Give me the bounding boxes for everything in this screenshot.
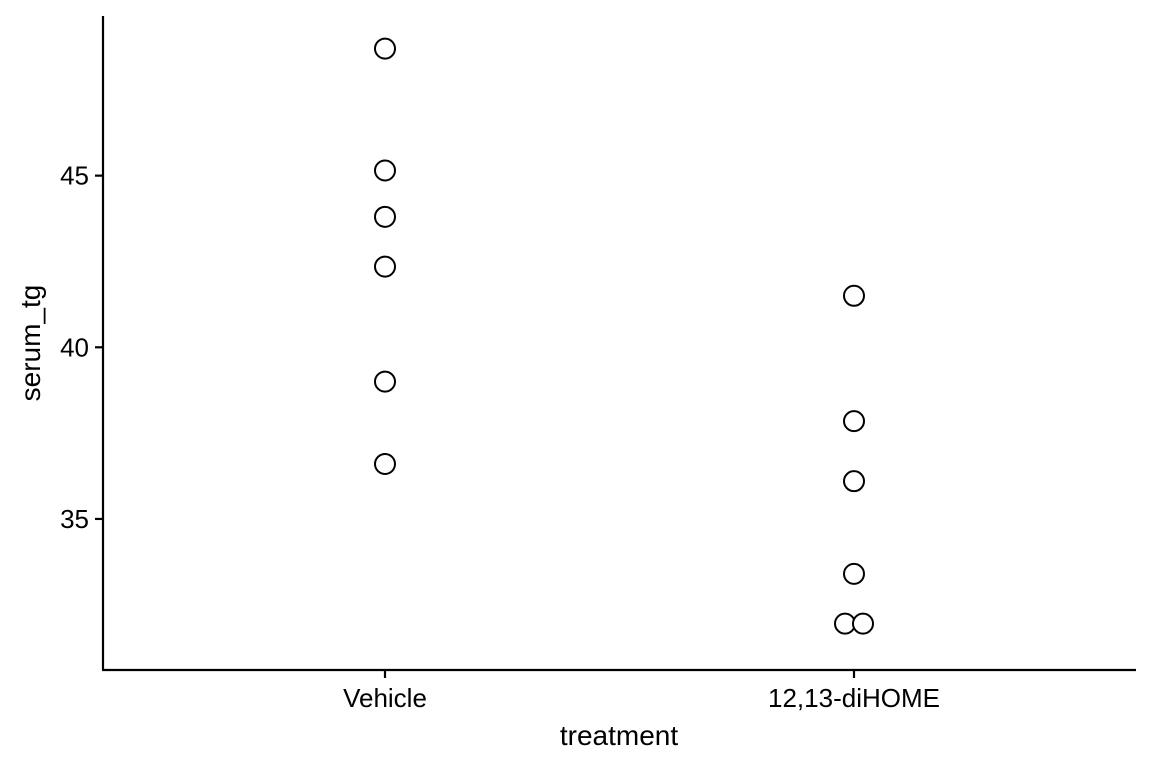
data-point	[843, 562, 865, 585]
data-point	[843, 284, 865, 307]
data-point	[374, 159, 396, 182]
x-tick-label: Vehicle	[343, 683, 427, 713]
data-points	[374, 37, 874, 635]
plot-area: 35 40 45 Vehicle 12,13-diHOME	[60, 16, 1136, 713]
y-tick-label: 40	[60, 332, 89, 362]
x-tick-label: 12,13-diHOME	[768, 683, 940, 713]
data-point	[374, 370, 396, 393]
x-axis-ticks: Vehicle 12,13-diHOME	[343, 670, 940, 713]
y-tick-label: 35	[60, 504, 89, 534]
y-tick-label: 45	[60, 161, 89, 191]
x-axis-title: treatment	[560, 720, 678, 751]
data-point	[374, 453, 396, 476]
data-point	[843, 470, 865, 493]
data-point	[852, 612, 874, 635]
data-point	[374, 205, 396, 228]
data-point	[843, 410, 865, 433]
y-axis-title: serum_tg	[15, 285, 46, 402]
data-point	[374, 37, 396, 60]
y-axis-ticks: 35 40 45	[60, 161, 103, 534]
data-point	[374, 255, 396, 278]
